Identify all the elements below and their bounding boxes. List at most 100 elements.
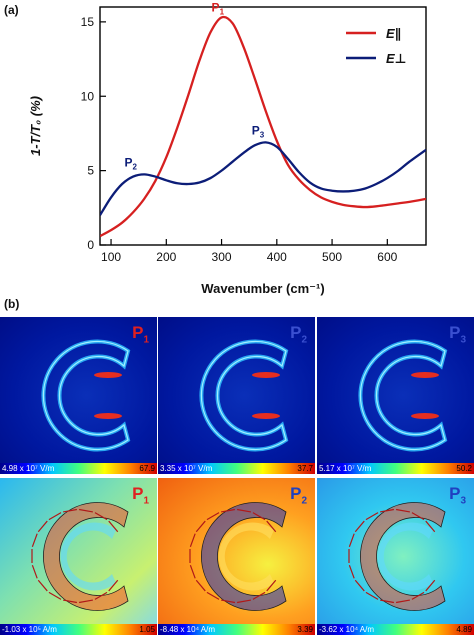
current-arrow [108, 579, 119, 592]
field-hotspot [252, 413, 280, 419]
current-arrow [189, 533, 196, 548]
colorbar-min-label: 3.35 x 10⁷ V/m [160, 464, 213, 473]
current-arrow [94, 512, 108, 521]
resonator-shape [348, 502, 446, 611]
current-arrow [48, 591, 62, 600]
current-arrow [37, 520, 48, 533]
current-arrow [365, 512, 379, 521]
current-arrow [411, 591, 425, 600]
current-arrow [411, 512, 425, 521]
efield-map-p2: P2 3.35 x 10⁷ V/m 37.7 [158, 317, 315, 474]
resonator-shape [358, 339, 448, 452]
x-tick-label: 300 [212, 250, 232, 264]
colorbar-max-label: 67.9 [139, 464, 155, 473]
colorbar-min-label: 5.17 x 10⁷ V/m [319, 464, 372, 473]
current-arrow [425, 520, 436, 533]
absorption-line-chart: 100 200 300 400 500 600 0 5 10 15 P1 P2 P3 E∥ E⊥ Wav… [28, 0, 427, 296]
peak-tag: P3 [449, 323, 466, 346]
current-arrow [48, 512, 62, 521]
current-arrow [236, 599, 251, 604]
current-arrow [348, 564, 355, 579]
current-arrow [108, 520, 119, 533]
colorbar: -3.62 x 10⁴ A/m 4.89 [317, 624, 474, 635]
series-line-e-parallel [100, 15, 426, 238]
panel-b-label: (b) [4, 297, 20, 311]
colorbar-min-label: -8.48 x 10⁴ A/m [160, 625, 216, 634]
peak-annotation-p2: P2 [125, 155, 138, 171]
current-arrow [425, 579, 436, 592]
current-arrow [189, 564, 196, 579]
colorbar-max-label: 50.2 [456, 464, 472, 473]
current-arrow [348, 533, 355, 548]
resonator-shape [31, 502, 129, 611]
current-arrow [94, 591, 108, 600]
current-arrow [195, 579, 206, 592]
colorbar-max-label: 37.7 [297, 464, 313, 473]
current-map-p3: P3 -3.62 x 10⁴ A/m 4.89 [317, 478, 474, 635]
colorbar-max-label: 1.05 [139, 625, 155, 634]
x-tick-label: 600 [377, 250, 397, 264]
x-axis-label: Wavenumber (cm⁻¹) [201, 281, 324, 296]
y-tick-label: 0 [87, 238, 94, 252]
current-arrow [31, 533, 38, 548]
colorbar: -8.48 x 10⁴ A/m 3.39 [158, 624, 315, 635]
resonator-shape [199, 339, 289, 452]
plot-frame [99, 6, 427, 246]
x-tick-label: 100 [101, 250, 121, 264]
current-arrow [221, 599, 236, 604]
legend-label: E⊥ [386, 51, 407, 66]
colorbar-min-label: -3.62 x 10⁴ A/m [319, 625, 375, 634]
peak-tag: P3 [449, 484, 466, 507]
peak-tag: P1 [132, 323, 149, 346]
x-tick-label: 500 [322, 250, 342, 264]
peak-tag: P1 [132, 484, 149, 507]
y-tick-label: 10 [81, 89, 95, 103]
current-arrow [37, 579, 48, 592]
current-arrow [380, 508, 395, 513]
legend-label: E∥ [386, 26, 401, 41]
resonator-shape [189, 502, 287, 611]
y-tick-label: 15 [81, 15, 95, 29]
current-arrow [206, 591, 220, 600]
x-tick-label: 400 [267, 250, 287, 264]
current-arrow [206, 512, 220, 521]
efield-map-p1: P1 4.98 x 10⁷ V/m 67.9 [0, 317, 157, 474]
current-arrow [252, 591, 266, 600]
current-arrow [354, 520, 365, 533]
peak-tag: P2 [290, 484, 307, 507]
current-arrow [395, 508, 410, 513]
series-line-e-perp [100, 141, 426, 216]
peak-annotation-p1: P1 [212, 0, 225, 16]
panel-a-label: (a) [4, 3, 19, 17]
field-hotspot [411, 372, 439, 378]
current-arrow [395, 599, 410, 604]
current-arrow [78, 508, 93, 513]
colorbar: 4.98 x 10⁷ V/m 67.9 [0, 463, 157, 474]
field-hotspot [252, 372, 280, 378]
x-tick-label: 200 [156, 250, 176, 264]
peak-tag: P2 [290, 323, 307, 346]
colorbar: 5.17 x 10⁷ V/m 50.2 [317, 463, 474, 474]
field-maps-grid: P1 4.98 x 10⁷ V/m 67.9 P2 3.35 x 10⁷ V/m 37.7… [0, 317, 474, 635]
field-hotspot [94, 372, 122, 378]
resonator-shape [41, 339, 131, 452]
field-hotspot [411, 413, 439, 419]
current-arrow [78, 599, 93, 604]
current-arrow [266, 520, 277, 533]
efield-map-p3: P3 5.17 x 10⁷ V/m 50.2 [317, 317, 474, 474]
y-tick-label: 5 [87, 164, 94, 178]
current-arrow [31, 564, 38, 579]
y-axis-label: 1-T/T₀ (%) [28, 96, 43, 156]
current-arrow [195, 520, 206, 533]
current-map-p2: P2 -8.48 x 10⁴ A/m 3.39 [158, 478, 315, 635]
current-arrow [354, 579, 365, 592]
current-arrow [365, 591, 379, 600]
colorbar: -1.03 x 10⁵ A/m 1.05 [0, 624, 157, 635]
current-arrow [252, 512, 266, 521]
colorbar-max-label: 4.89 [456, 625, 472, 634]
peak-annotation-p3: P3 [252, 123, 265, 139]
field-hotspot [94, 413, 122, 419]
current-arrow [221, 508, 236, 513]
current-map-p1: P1 -1.03 x 10⁵ A/m 1.05 [0, 478, 157, 635]
current-arrow [63, 508, 78, 513]
